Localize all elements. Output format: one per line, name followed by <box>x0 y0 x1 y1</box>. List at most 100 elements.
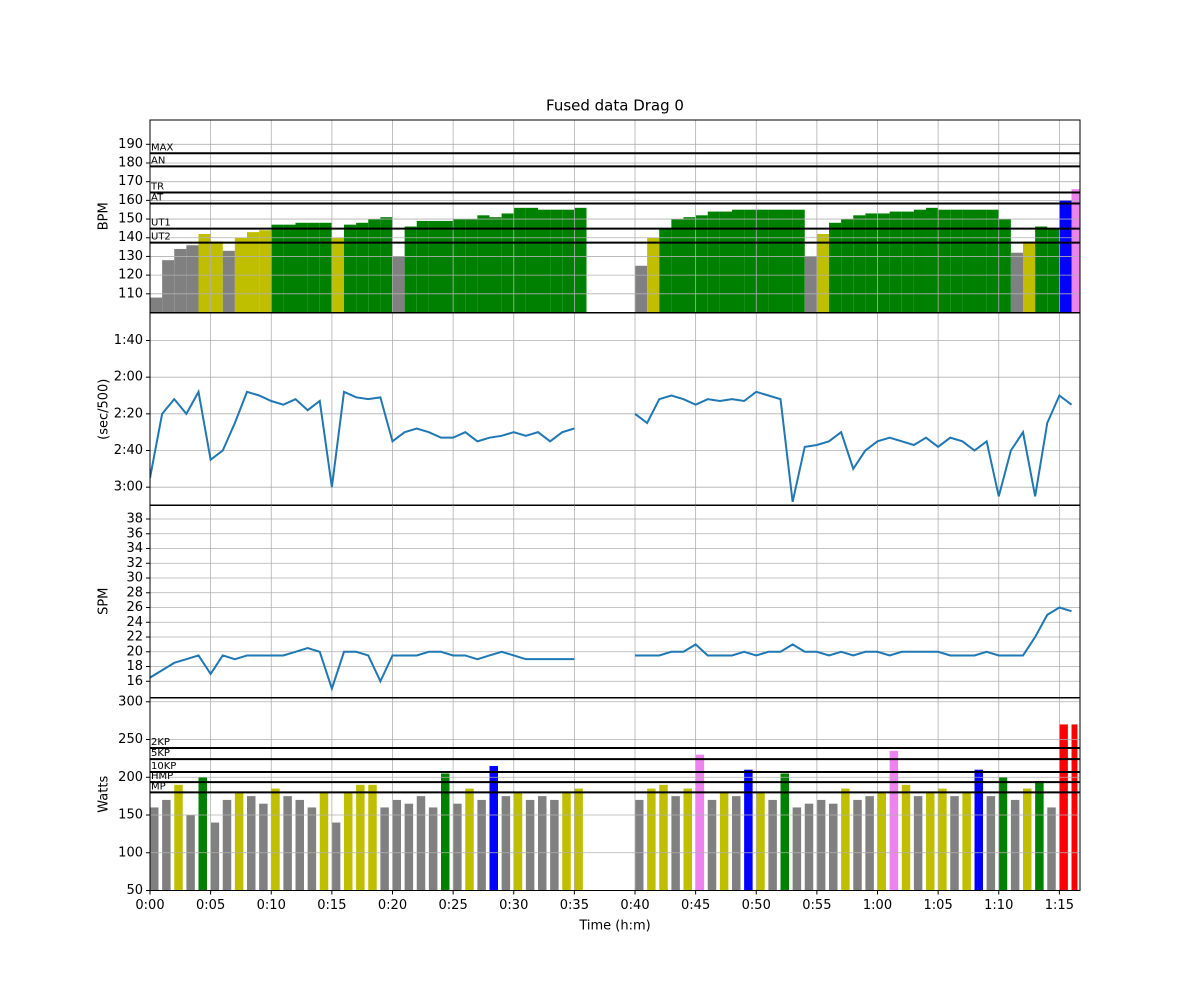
y-tick-label: 32 <box>126 556 143 571</box>
power-bar <box>1071 724 1078 891</box>
hr-area-segment <box>816 234 830 313</box>
hr-area-segment <box>259 230 272 313</box>
y-tick-label: 26 <box>126 600 143 615</box>
hr-area-segment <box>780 209 793 313</box>
power-bar <box>525 799 535 891</box>
y-tick-label: 22 <box>126 630 143 645</box>
hr-area-segment <box>356 222 369 313</box>
hr-area-segment <box>174 248 187 313</box>
hr-area-segment <box>671 219 684 313</box>
power-bar <box>1059 724 1068 891</box>
y-tick-label: 190 <box>118 137 143 152</box>
hr-area-segment <box>719 211 733 313</box>
hr-area-segment <box>392 256 405 313</box>
hr-area-segment <box>829 222 842 313</box>
hr-area-segment <box>247 232 260 313</box>
hr-area-segment <box>368 219 381 313</box>
power-bar <box>307 807 317 891</box>
power-bar <box>477 799 486 891</box>
hr-area-segment <box>428 220 442 313</box>
hr-area-segment <box>768 209 781 313</box>
hr-area-segment <box>416 220 429 313</box>
y-tick-label: 24 <box>126 615 143 630</box>
y-tick-label: 28 <box>126 585 143 600</box>
power-bar <box>1010 799 1020 891</box>
x-tick-label: 0:30 <box>499 898 528 913</box>
hr-area-segment <box>150 297 163 313</box>
power-bar <box>889 750 899 891</box>
power-bar <box>513 792 523 891</box>
hr-area-segment <box>732 209 745 313</box>
y-tick-label: 36 <box>126 526 143 541</box>
power-bar <box>489 765 498 891</box>
hr-area-segment <box>404 226 417 313</box>
y-tick-label: 2:20 <box>114 406 143 421</box>
hr-area-segment <box>889 211 902 313</box>
power-bar <box>901 784 911 891</box>
power-bar <box>174 784 183 891</box>
x-tick-label: 0:35 <box>560 898 589 913</box>
power-bar <box>950 796 959 891</box>
hr-area-segment <box>841 219 854 313</box>
hr-area-segment <box>453 219 466 313</box>
hr-area-segment <box>198 234 211 313</box>
power-bar <box>974 769 983 891</box>
x-tick-label: 0:25 <box>439 898 468 913</box>
power-bar <box>877 792 886 891</box>
y-tick-label: 110 <box>118 286 143 301</box>
power-bar <box>234 792 244 891</box>
power-bar <box>1035 781 1044 891</box>
x-tick-label: 0:20 <box>378 898 407 913</box>
y-tick-label: 38 <box>126 512 143 527</box>
power-bar <box>659 784 668 891</box>
zone-label: 5KP <box>151 748 170 759</box>
power-bar <box>368 784 377 891</box>
power-bar <box>707 799 717 891</box>
hr-area-segment <box>938 209 951 313</box>
y-tick-label: 200 <box>118 770 143 785</box>
x-axis-label: Time (h:m) <box>578 919 650 934</box>
power-bar <box>259 803 268 891</box>
x-tick-label: 0:40 <box>620 898 649 913</box>
power-bar <box>635 799 644 891</box>
power-bar <box>756 792 765 891</box>
y-tick-label: 150 <box>118 808 143 823</box>
power-bar <box>550 799 559 891</box>
power-bar <box>732 796 741 891</box>
power-bar <box>453 803 462 891</box>
y-tick-label: 100 <box>118 845 143 860</box>
hr-area-segment <box>441 220 454 313</box>
y-tick-label: 250 <box>118 732 143 747</box>
y-tick-label: 2:40 <box>114 443 143 458</box>
power-bar <box>331 822 341 891</box>
hr-area-segment <box>344 224 357 313</box>
power-bar <box>1023 788 1032 891</box>
y-tick-label: 130 <box>118 249 143 264</box>
power-bar <box>938 788 947 891</box>
zone-label: UT1 <box>151 218 171 229</box>
y-tick-label: 2:00 <box>114 370 143 385</box>
hr-area-segment <box>380 217 393 313</box>
power-bar <box>829 803 838 891</box>
hr-area-segment <box>513 207 526 313</box>
chart-title: Fused data Drag 0 <box>546 97 684 115</box>
data-line <box>150 606 1072 692</box>
power-bar <box>962 792 971 891</box>
hr-area-segment <box>926 207 939 313</box>
power-bar <box>647 788 656 891</box>
x-tick-label: 0:15 <box>317 898 346 913</box>
x-tick-label: 0:05 <box>196 898 225 913</box>
power-bar <box>926 792 935 891</box>
y-tick-label: 20 <box>126 644 143 659</box>
x-tick-label: 0:45 <box>681 898 710 913</box>
panel-frame <box>149 697 1081 891</box>
hr-area-segment <box>707 211 720 313</box>
hr-area-segment <box>865 213 878 313</box>
power-bar <box>271 788 280 891</box>
hr-area-segment <box>574 207 587 313</box>
power-bar <box>356 784 365 891</box>
y-axis-label: BPM <box>97 202 112 230</box>
power-bar <box>1047 807 1056 891</box>
hr-area-segment <box>489 217 502 313</box>
